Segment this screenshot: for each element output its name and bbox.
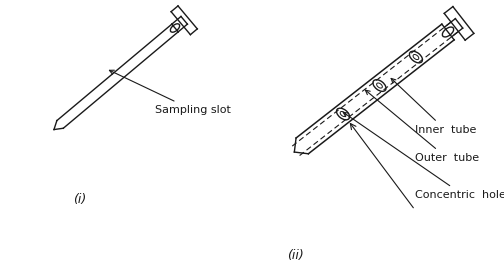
Text: Inner  tube: Inner tube [391, 78, 476, 135]
Text: Outer  tube: Outer tube [365, 90, 479, 163]
Text: Concentric  holes: Concentric holes [343, 112, 504, 200]
Text: Sampling slot: Sampling slot [109, 70, 231, 115]
Text: (i): (i) [74, 194, 87, 206]
Text: (ii): (ii) [287, 248, 303, 261]
